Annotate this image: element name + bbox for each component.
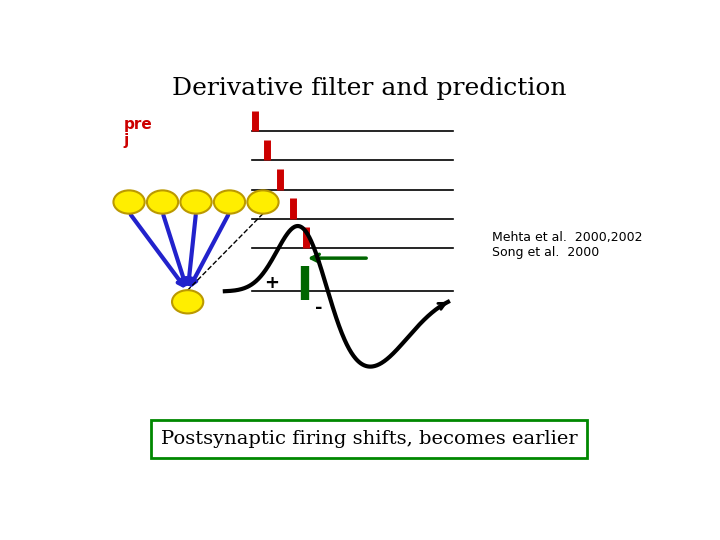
Circle shape (172, 290, 203, 313)
Text: Postsynaptic firing shifts, becomes earlier: Postsynaptic firing shifts, becomes earl… (161, 430, 577, 448)
Text: -: - (315, 299, 323, 317)
Circle shape (147, 191, 178, 214)
Circle shape (181, 191, 212, 214)
Text: Mehta et al.  2000,2002
Song et al.  2000: Mehta et al. 2000,2002 Song et al. 2000 (492, 231, 642, 259)
Text: Derivative filter and prediction: Derivative filter and prediction (172, 77, 566, 100)
Circle shape (248, 191, 279, 214)
Circle shape (114, 191, 145, 214)
Text: +: + (264, 274, 279, 292)
Circle shape (214, 191, 245, 214)
Text: pre
j: pre j (124, 117, 152, 148)
